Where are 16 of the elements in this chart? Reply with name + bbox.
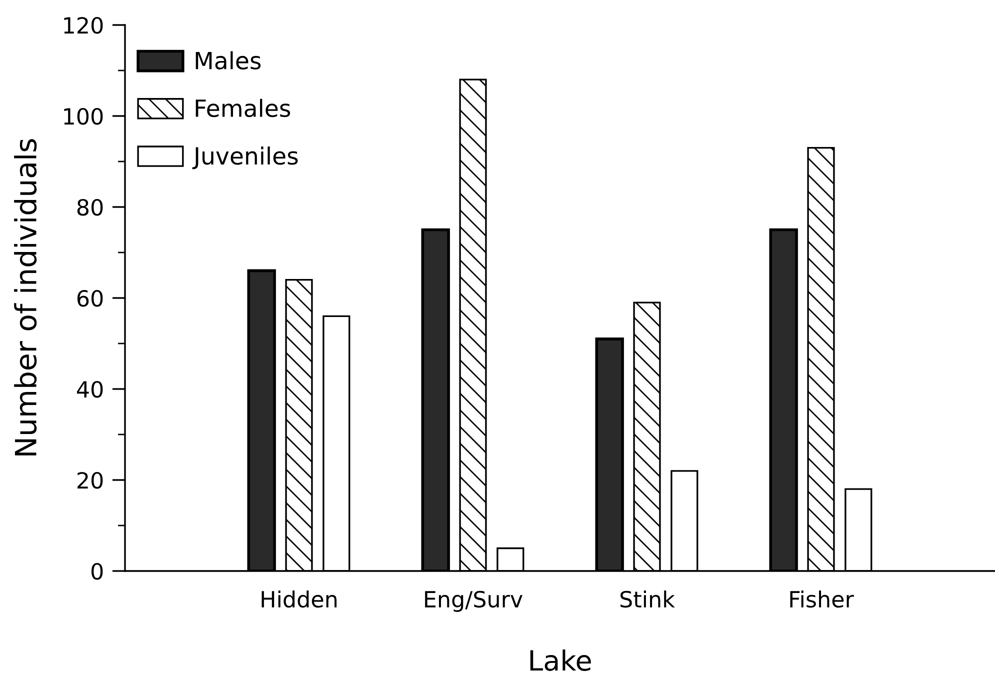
legend-label: Males — [196, 51, 261, 70]
y-tick-label: 100 — [64, 108, 103, 125]
x-tick-label: Fisher — [790, 590, 854, 608]
legend-label: Females — [196, 98, 290, 118]
legend-label: Juveniles — [192, 146, 298, 170]
x-axis-title: Lake — [530, 649, 591, 671]
x-tick-label: Eng/Surv — [425, 590, 522, 612]
y-tick-label: 80 — [77, 198, 103, 216]
y-tick-label: 0 — [91, 562, 103, 580]
y-tick-label: 20 — [78, 472, 103, 489]
y-tick-label: 40 — [76, 380, 103, 398]
x-tick-label: Hidden — [262, 590, 337, 608]
x-tick-label: Stink — [620, 590, 675, 608]
y-tick-label: 60 — [77, 290, 103, 307]
y-axis-title: Number of individuals — [14, 139, 37, 456]
y-tick-label: 120 — [64, 16, 103, 34]
